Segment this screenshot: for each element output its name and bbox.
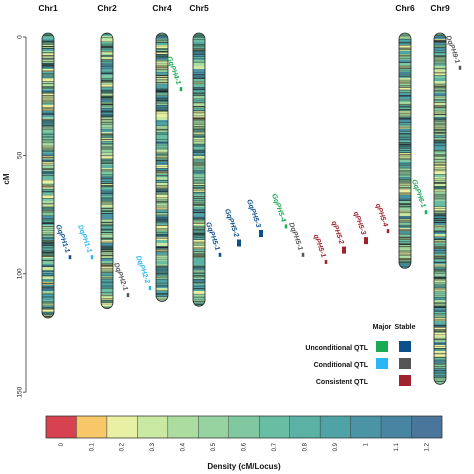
qtl-label-gqph5-4: GqPH5-4 (270, 193, 287, 223)
legend-swatch-major-unconditional-qtl (376, 341, 388, 352)
qtl-bar-dqph2-1 (126, 293, 130, 298)
chromosome-outline-chr5 (192, 32, 206, 307)
chromosome-outline-chr2 (100, 32, 114, 309)
qtl-bar-qph5-3 (364, 237, 368, 245)
qtl-bar-dqph5-1 (301, 252, 305, 257)
colorbar-cell-12 (411, 415, 443, 439)
legend-label-unconditional-qtl: Unconditional QTL (305, 345, 368, 352)
chromosome-outline-chr4 (155, 32, 169, 302)
chromosome-label-chr4: Chr4 (152, 3, 172, 13)
colorbar-cell-9 (319, 415, 351, 439)
colorbar-frame (45, 415, 443, 439)
colorbar-tick-1-2: 1.2 (424, 442, 430, 451)
colorbar-tick-1: 1 (363, 442, 369, 446)
qtl-label-gqph5-3: GqPH5-3 (245, 199, 262, 229)
qtl-bar-qph5-1 (324, 259, 328, 264)
legend-swatch-stable-unconditional-qtl (399, 341, 411, 352)
qtl-label-dqph1-1: DqPH1-1 (76, 224, 93, 254)
chromosome-outline-chr9 (433, 32, 447, 385)
colorbar-cell-1 (76, 415, 108, 439)
colorbar-tick-0-8: 0.8 (303, 442, 309, 451)
colorbar-tick-0-5: 0.5 (211, 442, 217, 451)
y-axis: 0 50 100 150 cM (2, 35, 27, 398)
colorbar-cell-10 (350, 415, 382, 439)
y-axis-label: cM (2, 173, 11, 184)
qtl-label-dqph9-1: DqPH9-1 (444, 35, 461, 65)
qtl-bar-gqph5-4 (284, 224, 288, 229)
colorbar-tick-0-1: 0.1 (89, 442, 95, 451)
y-tick-label-50: 50 (17, 151, 24, 159)
colorbar-tick-0-3: 0.3 (150, 442, 156, 451)
colorbar-tick-0-9: 0.9 (333, 442, 339, 451)
qtl-bar-dqph1-1 (90, 255, 94, 260)
qtl-bar-gqph5-1 (218, 252, 222, 257)
colorbar-cell-4 (167, 415, 199, 439)
chromosome-label-chr6: Chr6 (395, 3, 415, 13)
qtl-bar-dqph9-1 (458, 65, 462, 70)
chromosome-chr6 (399, 33, 411, 269)
colorbar-cell-3 (137, 415, 169, 439)
qtl-label-dqph2-2: DqPH2-2 (134, 255, 151, 285)
chromosome-chr1 (42, 33, 54, 319)
chromosomes: Chr1 Chr2 Chr4 Chr5 Chr6 Chr9 (38, 3, 450, 385)
chromosome-label-chr1: Chr1 (38, 3, 58, 13)
colorbar-cell-11 (380, 415, 412, 439)
qtl-label-qph5-3: qPH5-3 (352, 211, 367, 236)
legend-header-major: Major (373, 324, 392, 331)
legend-swatch-stable-consistent-qtl (399, 375, 411, 386)
qtl-label-dqph2-1: DqPH2-1 (112, 262, 129, 292)
colorbar-cell-2 (106, 415, 138, 439)
colorbar-title: Density (cM/Locus) (207, 462, 281, 471)
legend-label-conditional-qtl: Conditional QTL (314, 362, 369, 369)
chromosome-chr9 (434, 33, 446, 385)
legend-label-consistent-qtl: Consistent QTL (316, 379, 369, 386)
chromosome-label-chr5: Chr5 (189, 3, 209, 13)
qtl-bar-gqph1-1 (68, 255, 72, 260)
qtl-bar-gqph5-2 (237, 239, 241, 247)
chromosome-outline-chr1 (41, 32, 55, 319)
colorbar-cell-0 (45, 415, 77, 439)
legend-swatch-major-conditional-qtl (376, 358, 388, 369)
chromosome-outline-chr6 (398, 32, 412, 269)
chromosome-chr2 (101, 33, 113, 309)
qtl-bar-gqph5-3 (259, 230, 263, 238)
qtl-bar-gqph6-1 (424, 210, 428, 215)
colorbar-tick-0-2: 0.2 (120, 442, 126, 451)
qtl-label-gqph5-2: GqPH5-2 (223, 208, 240, 238)
qtl-label-qph5-1: qPH5-1 (312, 234, 327, 259)
qtl-label-gqph1-1: GqPH1-1 (54, 224, 71, 254)
colorbar-tick-1-1: 1.1 (394, 442, 400, 451)
colorbar-tick-0-7: 0.7 (272, 442, 278, 451)
chromosome-chr5 (193, 33, 205, 307)
legend-header-stable: Stable (394, 324, 415, 331)
qtl-bar-gqph4-1 (179, 87, 183, 92)
qtl-label-qph5-2: qPH5-2 (330, 220, 345, 245)
colorbar: 0 0.1 0.2 0.3 0.4 0.5 0.6 0.7 0.8 0.9 1 1.1 1.2 Densi… (45, 415, 443, 471)
chromosome-label-chr2: Chr2 (97, 3, 117, 13)
colorbar-tick-0-4: 0.4 (181, 442, 187, 451)
colorbar-tick-0-6: 0.6 (242, 442, 248, 451)
colorbar-cell-6 (228, 415, 260, 439)
colorbar-cell-8 (289, 415, 321, 439)
qtl-label-gqph5-1: GqPH5-1 (204, 221, 221, 251)
legend: Major Stable Unconditional QTL Conditional … (305, 324, 416, 386)
qtl-bar-qph5-4 (386, 229, 390, 234)
chromosome-chr4 (156, 33, 168, 302)
chromosome-label-chr9: Chr9 (430, 3, 450, 13)
qtl-bar-dqph2-2 (148, 285, 152, 290)
qtl-label-gqph6-1: GqPH6-1 (410, 179, 427, 209)
qtl-label-qph5-4: qPH5-4 (374, 203, 389, 228)
qtl-label-dqph5-1: DqPH5-1 (287, 222, 304, 252)
colorbar-cell-7 (259, 415, 290, 439)
colorbar-tick-0: 0 (59, 442, 65, 446)
y-tick-label-0: 0 (17, 35, 24, 39)
legend-swatch-stable-conditional-qtl (399, 358, 411, 369)
qtl-bar-qph5-2 (342, 246, 346, 254)
y-tick-label-100: 100 (17, 268, 24, 279)
colorbar-cell-5 (198, 415, 229, 439)
y-tick-label-150: 150 (17, 386, 24, 397)
